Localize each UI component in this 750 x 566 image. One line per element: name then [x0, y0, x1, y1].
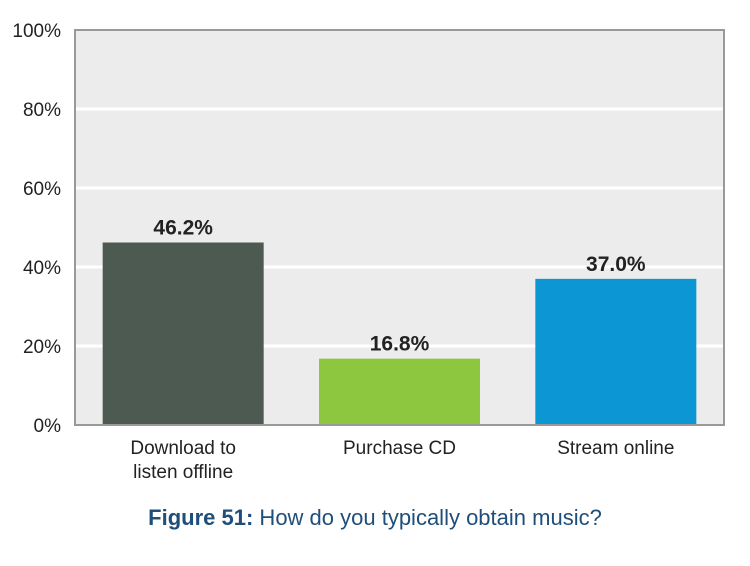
y-tick-label: 100%: [12, 21, 61, 42]
x-axis-ticks: Download to listen offline Purchase CD Stre…: [130, 438, 674, 483]
bar-value-label: 37.0%: [586, 253, 646, 276]
y-tick-label: 0%: [34, 416, 62, 437]
bar: [102, 242, 264, 425]
bar-value-label: 46.2%: [153, 217, 213, 240]
x-tick-label: Download to listen offline: [130, 438, 236, 483]
value-labels: 46.2% 16.8% 37.0%: [153, 217, 646, 356]
x-tick-label: Purchase CD: [343, 438, 456, 459]
figure-caption: Figure 51: How do you typically obtain m…: [0, 505, 750, 531]
y-tick-label: 80%: [23, 100, 61, 121]
bars: [102, 242, 697, 425]
figure-number: Figure 51:: [148, 505, 254, 530]
plot-border: [74, 29, 725, 426]
bar-chart: 46.2% 16.8% 37.0% 0% 20% 40% 60% 80% 100% Downl…: [12, 21, 725, 483]
y-tick-label: 20%: [23, 337, 61, 358]
x-tick-label: Stream online: [557, 438, 674, 459]
y-tick-label: 60%: [23, 179, 61, 200]
y-tick-label: 40%: [23, 258, 61, 279]
figure-title: How do you typically obtain music?: [253, 505, 602, 530]
bar-value-label: 16.8%: [370, 333, 430, 356]
bar: [319, 358, 480, 425]
y-axis-ticks: 0% 20% 40% 60% 80% 100%: [12, 21, 61, 437]
bar: [535, 278, 697, 425]
